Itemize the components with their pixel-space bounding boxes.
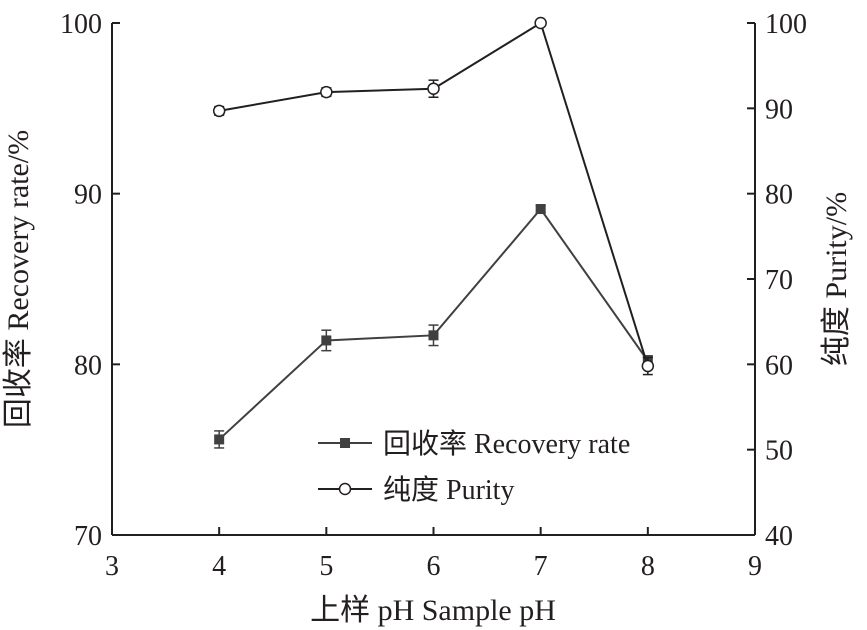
x-tick-label: 4: [212, 551, 226, 582]
legend-marker-square: [340, 438, 350, 448]
x-tick-label: 7: [534, 551, 548, 582]
data-point-recovery: [535, 204, 546, 215]
y-right-tick-label: 70: [765, 265, 793, 296]
x-tick-label: 5: [319, 551, 333, 582]
data-point-recovery: [321, 335, 332, 346]
y-right-tick-label: 100: [765, 9, 807, 40]
y-right-tick-label: 90: [765, 94, 793, 125]
legend-label-purity: 纯度 Purity: [383, 474, 514, 506]
data-point-purity: [320, 85, 333, 99]
legend: 回收率 Recovery rate 纯度 Purity: [318, 428, 630, 506]
axes: 3 4 5 6 7 8 9 70 80 90 100 40 50 60 70 80 90 100: [60, 9, 807, 582]
y-left-tick-label: 90: [74, 180, 102, 211]
y-right-tick-label: 80: [765, 180, 793, 211]
y-axis-right-label: 纯度 Purity/%: [820, 192, 853, 366]
series-line-recovery: [218, 207, 649, 441]
y-left-tick-label: 80: [74, 350, 102, 381]
y-right-tick-label: 40: [765, 521, 793, 552]
y-axis-left-label: 回收率 Recovery rate/%: [2, 130, 35, 428]
series-line-purity: [218, 21, 649, 367]
x-tick-label: 8: [641, 551, 655, 582]
x-tick-label: 9: [748, 551, 762, 582]
series-layer: [212, 16, 655, 449]
y-left-tick-label: 100: [60, 9, 102, 40]
x-tick-label: 3: [105, 551, 119, 582]
data-point-purity: [641, 359, 655, 373]
x-axis-label: 上样 pH Sample pH: [310, 594, 556, 627]
data-point-purity: [212, 104, 226, 118]
legend-marker-circle: [338, 482, 352, 496]
data-point-recovery: [214, 434, 225, 445]
y-right-tick-label: 60: [765, 350, 793, 381]
y-left-tick-label: 70: [74, 521, 102, 552]
data-point-purity: [534, 16, 547, 30]
data-point-recovery: [428, 330, 439, 341]
legend-label-recovery: 回收率 Recovery rate: [383, 428, 630, 460]
x-tick-label: 6: [427, 551, 441, 582]
y-right-tick-label: 50: [765, 436, 793, 467]
data-point-purity: [427, 82, 440, 95]
